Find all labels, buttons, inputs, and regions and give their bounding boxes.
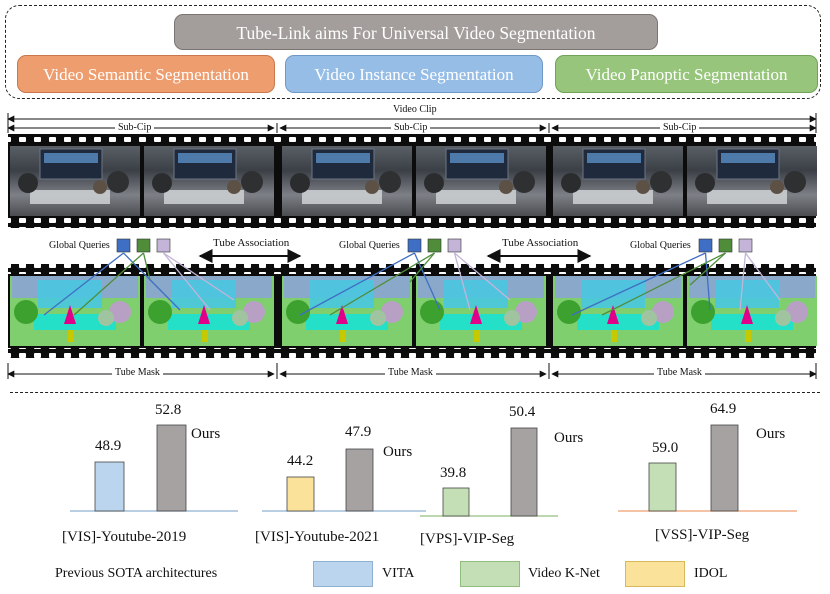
query-square — [718, 238, 733, 253]
bar-value-label: 48.9 — [95, 438, 122, 454]
task-video-semantic-segmentation: Video Semantic Segmentation — [17, 55, 275, 93]
query-square — [156, 238, 171, 253]
global-queries-label: Global Queries — [339, 240, 400, 251]
dataset-label: [VSS]-VIP-Seg — [655, 527, 750, 543]
bar-value-label: 44.2 — [287, 453, 314, 469]
dataset-label: [VPS]-VIP-Seg — [420, 531, 515, 547]
global-queries-label: Global Queries — [49, 240, 110, 251]
legend-swatch-idol — [625, 561, 685, 587]
query-connections — [43, 252, 781, 316]
bar-ours — [345, 448, 374, 512]
task-video-instance-segmentation: Video Instance Segmentation — [285, 55, 543, 93]
bar-ours — [710, 424, 739, 512]
ours-label: Ours — [191, 426, 221, 442]
query-square — [738, 238, 753, 253]
bar-value-label: 59.0 — [652, 440, 679, 456]
ours-label: Ours — [554, 430, 584, 446]
tube-association-label: Tube Association — [502, 237, 579, 249]
bar-value-label: 52.8 — [155, 402, 182, 418]
bar-video-k-net — [648, 462, 677, 512]
ours-label: Ours — [756, 426, 786, 442]
page-title: Tube-Link aims For Universal Video Segme… — [174, 14, 658, 50]
legend-label-idol: IDOL — [694, 566, 728, 581]
sub-clip-label: Sub-Cip — [660, 122, 700, 133]
bar-ours — [156, 424, 187, 512]
global-queries-label: Global Queries — [630, 240, 691, 251]
video-frames-strip — [8, 134, 817, 228]
mask-frames-strip — [8, 264, 817, 358]
query-square — [116, 238, 131, 253]
bar-vita — [94, 461, 125, 512]
bar-value-label: 47.9 — [345, 424, 372, 440]
dataset-label: [VIS]-Youtube-2019 — [62, 529, 187, 545]
sub-clip-label: Sub-Cip — [391, 122, 431, 133]
dataset-label: [VIS]-Youtube-2021 — [255, 529, 380, 545]
tube-association-label: Tube Association — [213, 237, 290, 249]
section-divider — [10, 392, 820, 393]
task-frame — [5, 5, 821, 99]
sub-clip-label: Sub-Cip — [115, 122, 155, 133]
query-square — [407, 238, 422, 253]
bar-idol — [286, 476, 315, 512]
bar-ours — [510, 427, 538, 517]
bar-value-label: 64.9 — [710, 401, 737, 417]
legend-title: Previous SOTA architectures — [55, 566, 218, 581]
legend-label-vita: VITA — [382, 566, 415, 581]
tube-mask-label: Tube Mask — [112, 367, 163, 378]
query-square — [136, 238, 151, 253]
legend-swatch-vita — [313, 561, 373, 587]
query-square — [447, 238, 462, 253]
tube-mask-label: Tube Mask — [654, 367, 705, 378]
task-video-panoptic-segmentation: Video Panoptic Segmentation — [555, 55, 818, 93]
bar-video-k-net — [442, 487, 470, 517]
legend-swatch-video-knet — [460, 561, 520, 587]
query-square — [427, 238, 442, 253]
legend-label-video-knet: Video K-Net — [528, 566, 600, 581]
video-clip-label: Video Clip — [390, 104, 440, 115]
bar-value-label: 39.8 — [440, 465, 467, 481]
bar-value-label: 50.4 — [509, 404, 536, 420]
tube-mask-label: Tube Mask — [385, 367, 436, 378]
ours-label: Ours — [383, 444, 413, 460]
query-square — [698, 238, 713, 253]
